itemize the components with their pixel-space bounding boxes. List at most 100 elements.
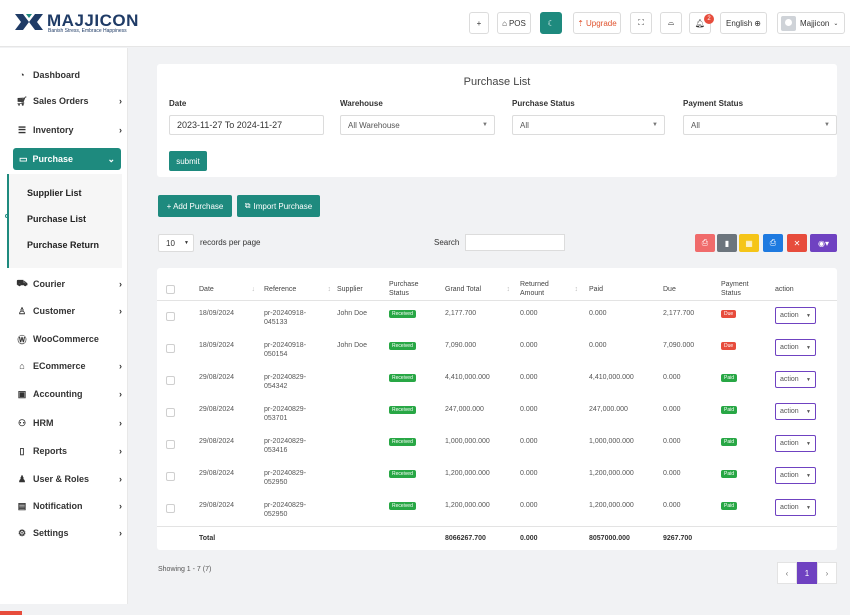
payment-status-label: Payment Status: [683, 99, 744, 108]
caret-down-icon: ▼: [824, 122, 830, 128]
col-reference[interactable]: Reference ↕: [264, 276, 331, 302]
page-1-button[interactable]: 1: [797, 562, 817, 584]
col-purchase-status[interactable]: Purchase Status: [389, 276, 429, 302]
row-checkbox[interactable]: [166, 376, 175, 385]
file-icon: ▮: [724, 238, 730, 248]
action-label: action: [780, 344, 799, 351]
sidebar-item-inventory[interactable]: ☰ Inventory ›: [16, 121, 122, 139]
row-checkbox[interactable]: [166, 408, 175, 417]
cell-reference: pr-20240829-052950: [264, 470, 307, 486]
submit-button[interactable]: submit: [169, 151, 207, 171]
payment-status-badge: Paid: [721, 502, 738, 510]
cell-due: 0.000: [663, 438, 681, 445]
col-payment-status[interactable]: Payment Status: [721, 276, 761, 302]
dark-mode-toggle[interactable]: ☾: [540, 12, 562, 34]
date-range-input[interactable]: 2023-11-27 To 2024-11-27: [169, 115, 324, 135]
cell-paid: 0.000: [589, 342, 607, 349]
sidebar-item-label: User & Roles: [33, 474, 90, 484]
sidebar-item-customer[interactable]: ♙ Customer ›: [16, 302, 122, 320]
caret-down-icon: ▼: [184, 240, 189, 246]
print-icon: ⎙: [769, 238, 777, 247]
row-action-dropdown[interactable]: action ▼: [775, 403, 816, 420]
table-row: 29/08/2024 pr-20240829-054342 4,410,000.00…: [157, 365, 837, 397]
payment-status-select[interactable]: All ▼: [683, 115, 837, 135]
cell-due: 0.000: [663, 470, 681, 477]
sidebar-subitem-supplier-list[interactable]: Supplier List: [27, 188, 82, 198]
sidebar-item-reports[interactable]: ▯ Reports ›: [16, 442, 122, 460]
sidebar-item-woocommerce[interactable]: Ⓦ WooCommerce: [16, 330, 122, 348]
language-select[interactable]: English ⊕: [720, 12, 767, 34]
col-grand-total[interactable]: Grand Total ↕: [445, 276, 510, 302]
sidebar-item-ecommerce[interactable]: ⌂ ECommerce ›: [16, 357, 122, 375]
row-action-dropdown[interactable]: action ▼: [775, 339, 816, 356]
fullscreen-icon: ⛶: [638, 18, 644, 27]
purchase-status-select[interactable]: All ▼: [512, 115, 665, 135]
prev-page-button[interactable]: ‹: [777, 562, 797, 584]
col-due[interactable]: Due: [663, 276, 676, 302]
chevron-down-icon: ⌄: [833, 20, 839, 27]
export-excel-button[interactable]: ▦: [739, 234, 759, 252]
col-supplier[interactable]: Supplier: [337, 276, 363, 302]
sidebar-item-hrm[interactable]: ⚇ HRM ›: [16, 414, 122, 432]
table-footer: Total 8066267.700 0.000 8057000.000 9267…: [157, 526, 837, 550]
payment-status-badge: Paid: [721, 406, 738, 414]
sidebar-item-courier[interactable]: ⛟ Courier ›: [16, 275, 122, 293]
sidebar-item-dashboard[interactable]: ◔ Dashboard: [16, 66, 122, 84]
pos-button[interactable]: ⌂ POS: [497, 12, 531, 34]
sidebar-item-sales-orders[interactable]: 🛒︎ Sales Orders ›: [16, 92, 122, 110]
briefcase-icon: ▣: [17, 388, 27, 399]
quick-add-button[interactable]: +: [469, 12, 489, 34]
chevron-right-icon: ›: [119, 361, 122, 371]
caret-down-icon: ▼: [806, 344, 811, 351]
sidebar-item-label: Purchase: [32, 154, 74, 164]
payment-status-badge: Paid: [721, 470, 738, 478]
column-visibility-button[interactable]: ◉▾: [810, 234, 837, 252]
chevron-right-icon: ›: [119, 125, 122, 135]
sidebar-item-purchase[interactable]: ▭ Purchase ⌄: [13, 148, 121, 170]
row-checkbox[interactable]: [166, 472, 175, 481]
sidebar-item-accounting[interactable]: ▣ Accounting ›: [16, 385, 122, 403]
caret-down-icon: ▼: [806, 312, 811, 319]
select-all-checkbox[interactable]: [166, 284, 175, 294]
cell-date: 18/09/2024: [199, 310, 235, 317]
page-length-select[interactable]: 10 ▼: [158, 234, 194, 252]
sidebar: [0, 48, 128, 604]
col-returned-amount[interactable]: Returned Amount ↕: [520, 276, 578, 302]
sidebar-item-label: Accounting: [33, 389, 83, 399]
export-pdf-button[interactable]: ⎙: [695, 234, 715, 252]
message-icon: ▤: [17, 500, 27, 511]
list-icon: ☰: [17, 124, 27, 135]
row-action-dropdown[interactable]: action ▼: [775, 467, 816, 484]
upgrade-button[interactable]: ⇡ Upgrade: [573, 12, 621, 34]
print-button[interactable]: ⎙: [763, 234, 783, 252]
add-purchase-button[interactable]: + Add Purchase: [158, 195, 232, 217]
col-date[interactable]: Date ↓: [199, 276, 255, 302]
row-checkbox[interactable]: [166, 344, 175, 353]
sidebar-subitem-purchase-list[interactable]: Purchase List: [27, 214, 87, 224]
search-input[interactable]: [465, 234, 565, 251]
next-page-button[interactable]: ›: [817, 562, 837, 584]
sidebar-item-settings[interactable]: ⚙ Settings ›: [16, 524, 122, 542]
sidebar-item-user-roles[interactable]: ♟ User & Roles ›: [16, 470, 122, 488]
close-button[interactable]: ✕: [787, 234, 807, 252]
row-checkbox[interactable]: [166, 312, 175, 321]
col-paid[interactable]: Paid: [589, 276, 603, 302]
row-action-dropdown[interactable]: action ▼: [775, 435, 816, 452]
fullscreen-button[interactable]: ⛶: [630, 12, 652, 34]
row-action-dropdown[interactable]: action ▼: [775, 499, 816, 516]
store-button[interactable]: ⌓: [660, 12, 682, 34]
sidebar-subitem-purchase-return[interactable]: Purchase Return: [27, 240, 100, 250]
sidebar-item-notification[interactable]: ▤ Notification ›: [16, 497, 122, 515]
warehouse-select[interactable]: All Warehouse ▼: [340, 115, 495, 135]
user-menu[interactable]: Majjicon ⌄: [777, 12, 845, 34]
select-all-checkbox-cell[interactable]: [166, 276, 175, 302]
sidebar-item-label: Reports: [33, 446, 68, 456]
row-checkbox[interactable]: [166, 504, 175, 513]
import-purchase-button[interactable]: ⧉ Import Purchase: [237, 195, 320, 217]
row-checkbox[interactable]: [166, 440, 175, 449]
export-csv-button[interactable]: ▮: [717, 234, 737, 252]
filter-card: Purchase List Date Warehouse Purchase St…: [157, 64, 837, 177]
cell-grand_total: 1,000,000.000: [445, 438, 490, 445]
row-action-dropdown[interactable]: action ▼: [775, 371, 816, 388]
row-action-dropdown[interactable]: action ▼: [775, 307, 816, 324]
